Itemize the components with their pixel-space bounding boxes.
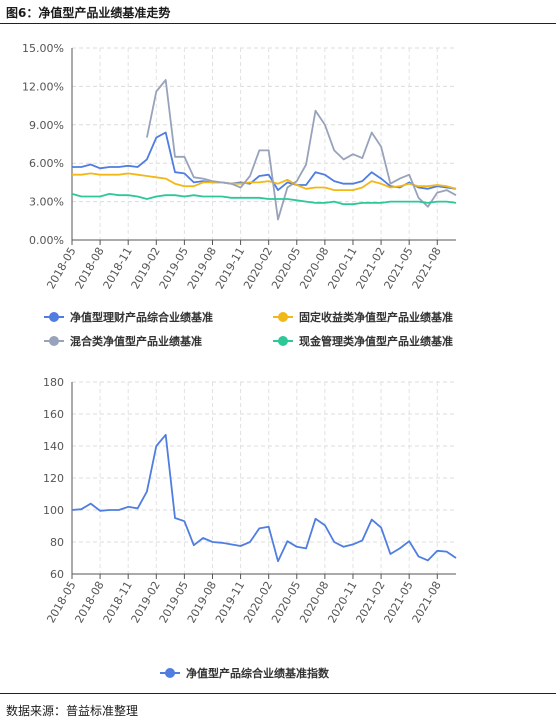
legend-label[interactable]: 净值型理财产品综合业绩基准	[70, 310, 213, 324]
legend-swatch-marker[interactable]	[49, 312, 59, 322]
y-tick-label: 180	[43, 376, 64, 389]
y-tick-label: 12.00%	[22, 80, 64, 93]
chart-benchmark-rates: 0.00%3.00%6.00%9.00%12.00%15.00%2018-052…	[22, 42, 457, 348]
series-line-2	[72, 172, 457, 191]
y-tick-label: 140	[43, 440, 64, 453]
y-tick-label: 80	[50, 536, 64, 549]
bottom-rule	[0, 693, 556, 694]
y-tick-label: 9.00%	[29, 119, 64, 132]
legend-label[interactable]: 现金管理类净值型产品业绩基准	[299, 334, 453, 348]
series-line-3	[146, 79, 457, 221]
figure-title: 图6：净值型产品业绩基准走势	[6, 6, 171, 20]
y-tick-label: 60	[50, 568, 64, 581]
y-tick-label: 6.00%	[29, 157, 64, 170]
source-note: 数据来源：普益标准整理	[6, 704, 139, 718]
y-tick-label: 120	[43, 472, 64, 485]
y-tick-label: 0.00%	[29, 234, 64, 247]
legend-swatch-marker[interactable]	[165, 668, 175, 678]
top-rule	[0, 23, 556, 24]
legend-swatch-marker[interactable]	[278, 336, 288, 346]
y-tick-label: 3.00%	[29, 196, 64, 209]
series-line-4	[71, 193, 457, 206]
legend-swatch-marker[interactable]	[278, 312, 288, 322]
y-tick-label: 15.00%	[22, 42, 64, 55]
legend-label[interactable]: 净值型产品综合业绩基准指数	[186, 666, 330, 680]
y-tick-label: 160	[43, 408, 64, 421]
series-line-1	[71, 433, 457, 563]
legend-label[interactable]: 固定收益类净值型产品业绩基准	[299, 310, 453, 324]
y-tick-label: 100	[43, 504, 64, 517]
chart-benchmark-index: 60801001201401601802018-052018-082018-11…	[43, 376, 457, 680]
legend-swatch-marker[interactable]	[49, 336, 59, 346]
legend-label[interactable]: 混合类净值型产品业绩基准	[70, 334, 202, 348]
